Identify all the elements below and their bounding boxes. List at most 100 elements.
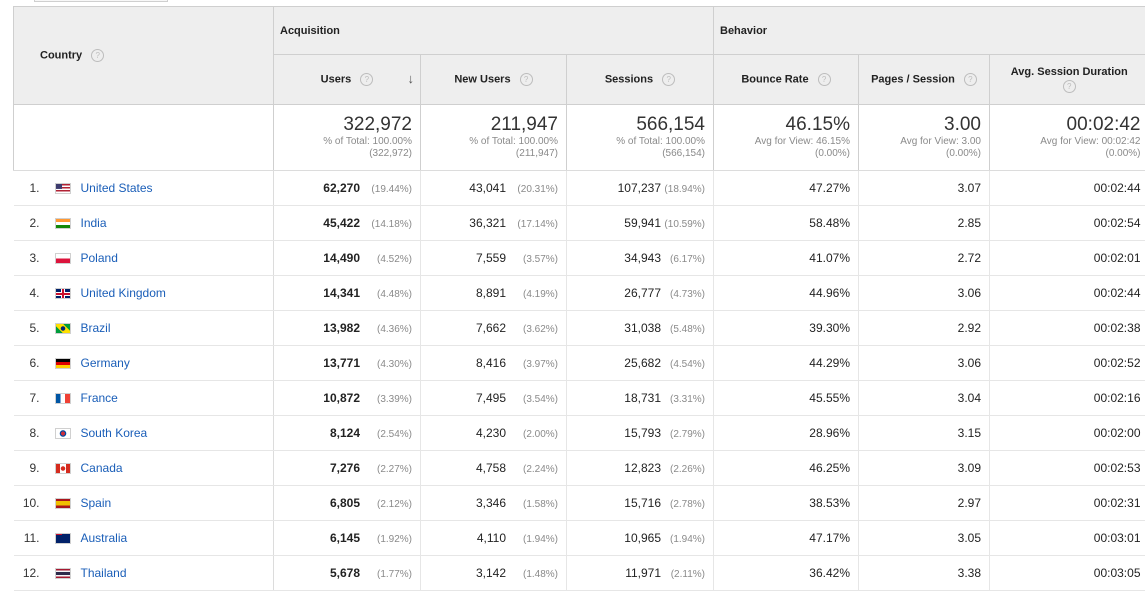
new-users-column-header[interactable]: New Users ? [421,55,567,105]
users-value: 62,270 [323,181,360,195]
sessions-total: 566,154 % of Total: 100.00% (566,154) [567,105,714,171]
users-value: 10,872 [323,391,360,405]
kr-flag-icon [55,428,71,439]
help-icon[interactable]: ? [964,73,977,86]
sessions-value: 15,716 [624,496,661,510]
avg-duration-total-value: 00:02:42 [990,114,1141,136]
users-cell: 6,805(2.12%) [274,486,421,521]
country-link[interactable]: Canada [81,461,123,475]
new-users-cell: 43,041(20.31%) [421,171,567,206]
sessions-total-percent: % of Total: 100.00% [567,136,705,148]
row-rank: 7. [14,391,40,405]
country-link[interactable]: India [81,216,107,230]
users-percent: (1.92%) [360,534,412,545]
sessions-cell: 59,941(10.59%) [567,206,714,241]
sessions-header-label: Sessions [605,73,653,85]
new-users-cell: 3,142(1.48%) [421,556,567,591]
sessions-percent: (2.11%) [661,569,705,580]
sort-descending-icon[interactable]: ↓ [408,71,415,86]
country-link[interactable]: Germany [81,356,130,370]
pages-session-cell: 3.38 [859,556,990,591]
avg-duration-total: 00:02:42 Avg for View: 00:02:42 (0.00%) [990,105,1145,171]
help-icon[interactable]: ? [91,49,104,62]
totals-row: 322,972 % of Total: 100.00% (322,972) 21… [14,105,1145,171]
country-link[interactable]: United Kingdom [81,286,166,300]
users-cell: 10,872(3.39%) [274,381,421,416]
users-value: 45,422 [323,216,360,230]
new-users-percent: (3.97%) [506,359,558,370]
help-icon[interactable]: ? [818,73,831,86]
sessions-percent: (2.78%) [661,499,705,510]
country-cell: 3. Poland [14,241,274,276]
avg-duration-cell: 00:02:16 [990,381,1145,416]
sessions-cell: 15,793(2.79%) [567,416,714,451]
sessions-column-header[interactable]: Sessions ? [567,55,714,105]
avg-session-duration-column-header[interactable]: Avg. Session Duration ? [990,55,1145,105]
new-users-percent: (2.24%) [506,464,558,475]
users-value: 7,276 [330,461,360,475]
sessions-percent: (2.26%) [661,464,705,475]
country-cell: 1.United States [14,171,274,206]
new-users-total-value: 211,947 [421,114,558,136]
new-users-percent: (3.62%) [506,324,558,335]
help-icon[interactable]: ? [1063,80,1076,93]
country-column-header[interactable]: Country ? [14,7,274,105]
bounce-rate-cell: 45.55% [714,381,859,416]
country-link[interactable]: France [81,391,118,405]
users-value: 6,805 [330,496,360,510]
users-column-header[interactable]: Users ? ↓ [274,55,421,105]
users-percent: (14.18%) [360,219,412,230]
new-users-cell: 8,891(4.19%) [421,276,567,311]
country-link[interactable]: Brazil [81,321,111,335]
sessions-percent: (10.59%) [661,219,705,230]
users-total-count: (322,972) [274,148,412,160]
country-link[interactable]: South Korea [81,426,148,440]
new-users-percent: (1.58%) [506,499,558,510]
new-users-percent: (3.57%) [506,254,558,265]
users-value: 13,982 [323,321,360,335]
users-total-percent: % of Total: 100.00% [274,136,412,148]
bounce-rate-delta: (0.00%) [714,148,850,160]
pages-session-cell: 3.06 [859,276,990,311]
avg-duration-cell: 00:03:01 [990,521,1145,556]
new-users-cell: 4,110(1.94%) [421,521,567,556]
country-link[interactable]: Australia [81,531,128,545]
new-users-total-count: (211,947) [421,148,558,160]
users-percent: (2.54%) [360,429,412,440]
bounce-rate-total: 46.15% Avg for View: 46.15% (0.00%) [714,105,859,171]
country-report-table: Country ? Acquisition Behavior Users ? ↓… [13,6,1145,591]
sessions-cell: 26,777(4.73%) [567,276,714,311]
country-link[interactable]: Poland [81,251,118,265]
help-icon[interactable]: ? [520,73,533,86]
users-cell: 6,145(1.92%) [274,521,421,556]
pages-session-total: 3.00 Avg for View: 3.00 (0.00%) [859,105,990,171]
help-icon[interactable]: ? [360,73,373,86]
users-percent: (2.12%) [360,499,412,510]
country-link[interactable]: Spain [81,496,112,510]
sessions-value: 26,777 [624,286,661,300]
new-users-percent: (3.54%) [506,394,558,405]
top-dropdown-button[interactable] [34,0,168,2]
country-link[interactable]: United States [81,181,153,195]
row-rank: 3. [14,251,40,265]
pages-session-column-header[interactable]: Pages / Session ? [859,55,990,105]
bounce-rate-column-header[interactable]: Bounce Rate ? [714,55,859,105]
users-percent: (4.36%) [360,324,412,335]
sessions-cell: 18,731(3.31%) [567,381,714,416]
new-users-percent: (1.94%) [506,534,558,545]
bounce-rate-cell: 39.30% [714,311,859,346]
row-rank: 5. [14,321,40,335]
bounce-rate-cell: 47.27% [714,171,859,206]
new-users-cell: 7,559(3.57%) [421,241,567,276]
sessions-value: 12,823 [624,461,661,475]
help-icon[interactable]: ? [662,73,675,86]
country-cell: 2.India [14,206,274,241]
users-header-label: Users [321,73,352,85]
users-value: 6,145 [330,531,360,545]
